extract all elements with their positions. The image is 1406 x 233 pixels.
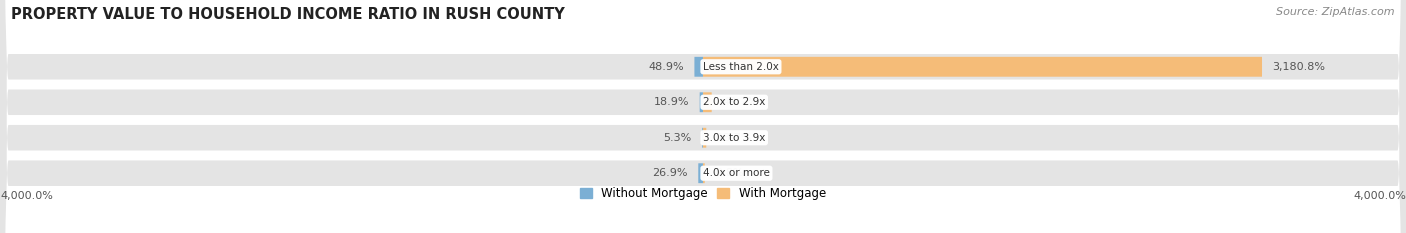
FancyBboxPatch shape <box>699 163 703 183</box>
Text: 48.9%: 48.9% <box>648 62 683 72</box>
Text: 4,000.0%: 4,000.0% <box>1353 191 1406 201</box>
Text: 3,180.8%: 3,180.8% <box>1272 62 1326 72</box>
Text: 26.9%: 26.9% <box>652 168 688 178</box>
FancyBboxPatch shape <box>703 57 1263 77</box>
FancyBboxPatch shape <box>703 92 711 112</box>
Legend: Without Mortgage, With Mortgage: Without Mortgage, With Mortgage <box>581 187 825 200</box>
Text: 18.7%: 18.7% <box>717 133 752 143</box>
Text: 2.0x to 2.9x: 2.0x to 2.9x <box>703 97 765 107</box>
Text: 49.7%: 49.7% <box>723 97 758 107</box>
FancyBboxPatch shape <box>695 57 703 77</box>
Text: Less than 2.0x: Less than 2.0x <box>703 62 779 72</box>
FancyBboxPatch shape <box>700 92 703 112</box>
Text: 4.0x or more: 4.0x or more <box>703 168 770 178</box>
Text: 4,000.0%: 4,000.0% <box>0 191 53 201</box>
FancyBboxPatch shape <box>703 163 704 183</box>
Text: 9.8%: 9.8% <box>716 168 744 178</box>
FancyBboxPatch shape <box>703 128 706 148</box>
Text: 3.0x to 3.9x: 3.0x to 3.9x <box>703 133 765 143</box>
Text: Source: ZipAtlas.com: Source: ZipAtlas.com <box>1277 7 1395 17</box>
Text: 5.3%: 5.3% <box>664 133 692 143</box>
Text: PROPERTY VALUE TO HOUSEHOLD INCOME RATIO IN RUSH COUNTY: PROPERTY VALUE TO HOUSEHOLD INCOME RATIO… <box>11 7 565 22</box>
Text: 18.9%: 18.9% <box>654 97 689 107</box>
